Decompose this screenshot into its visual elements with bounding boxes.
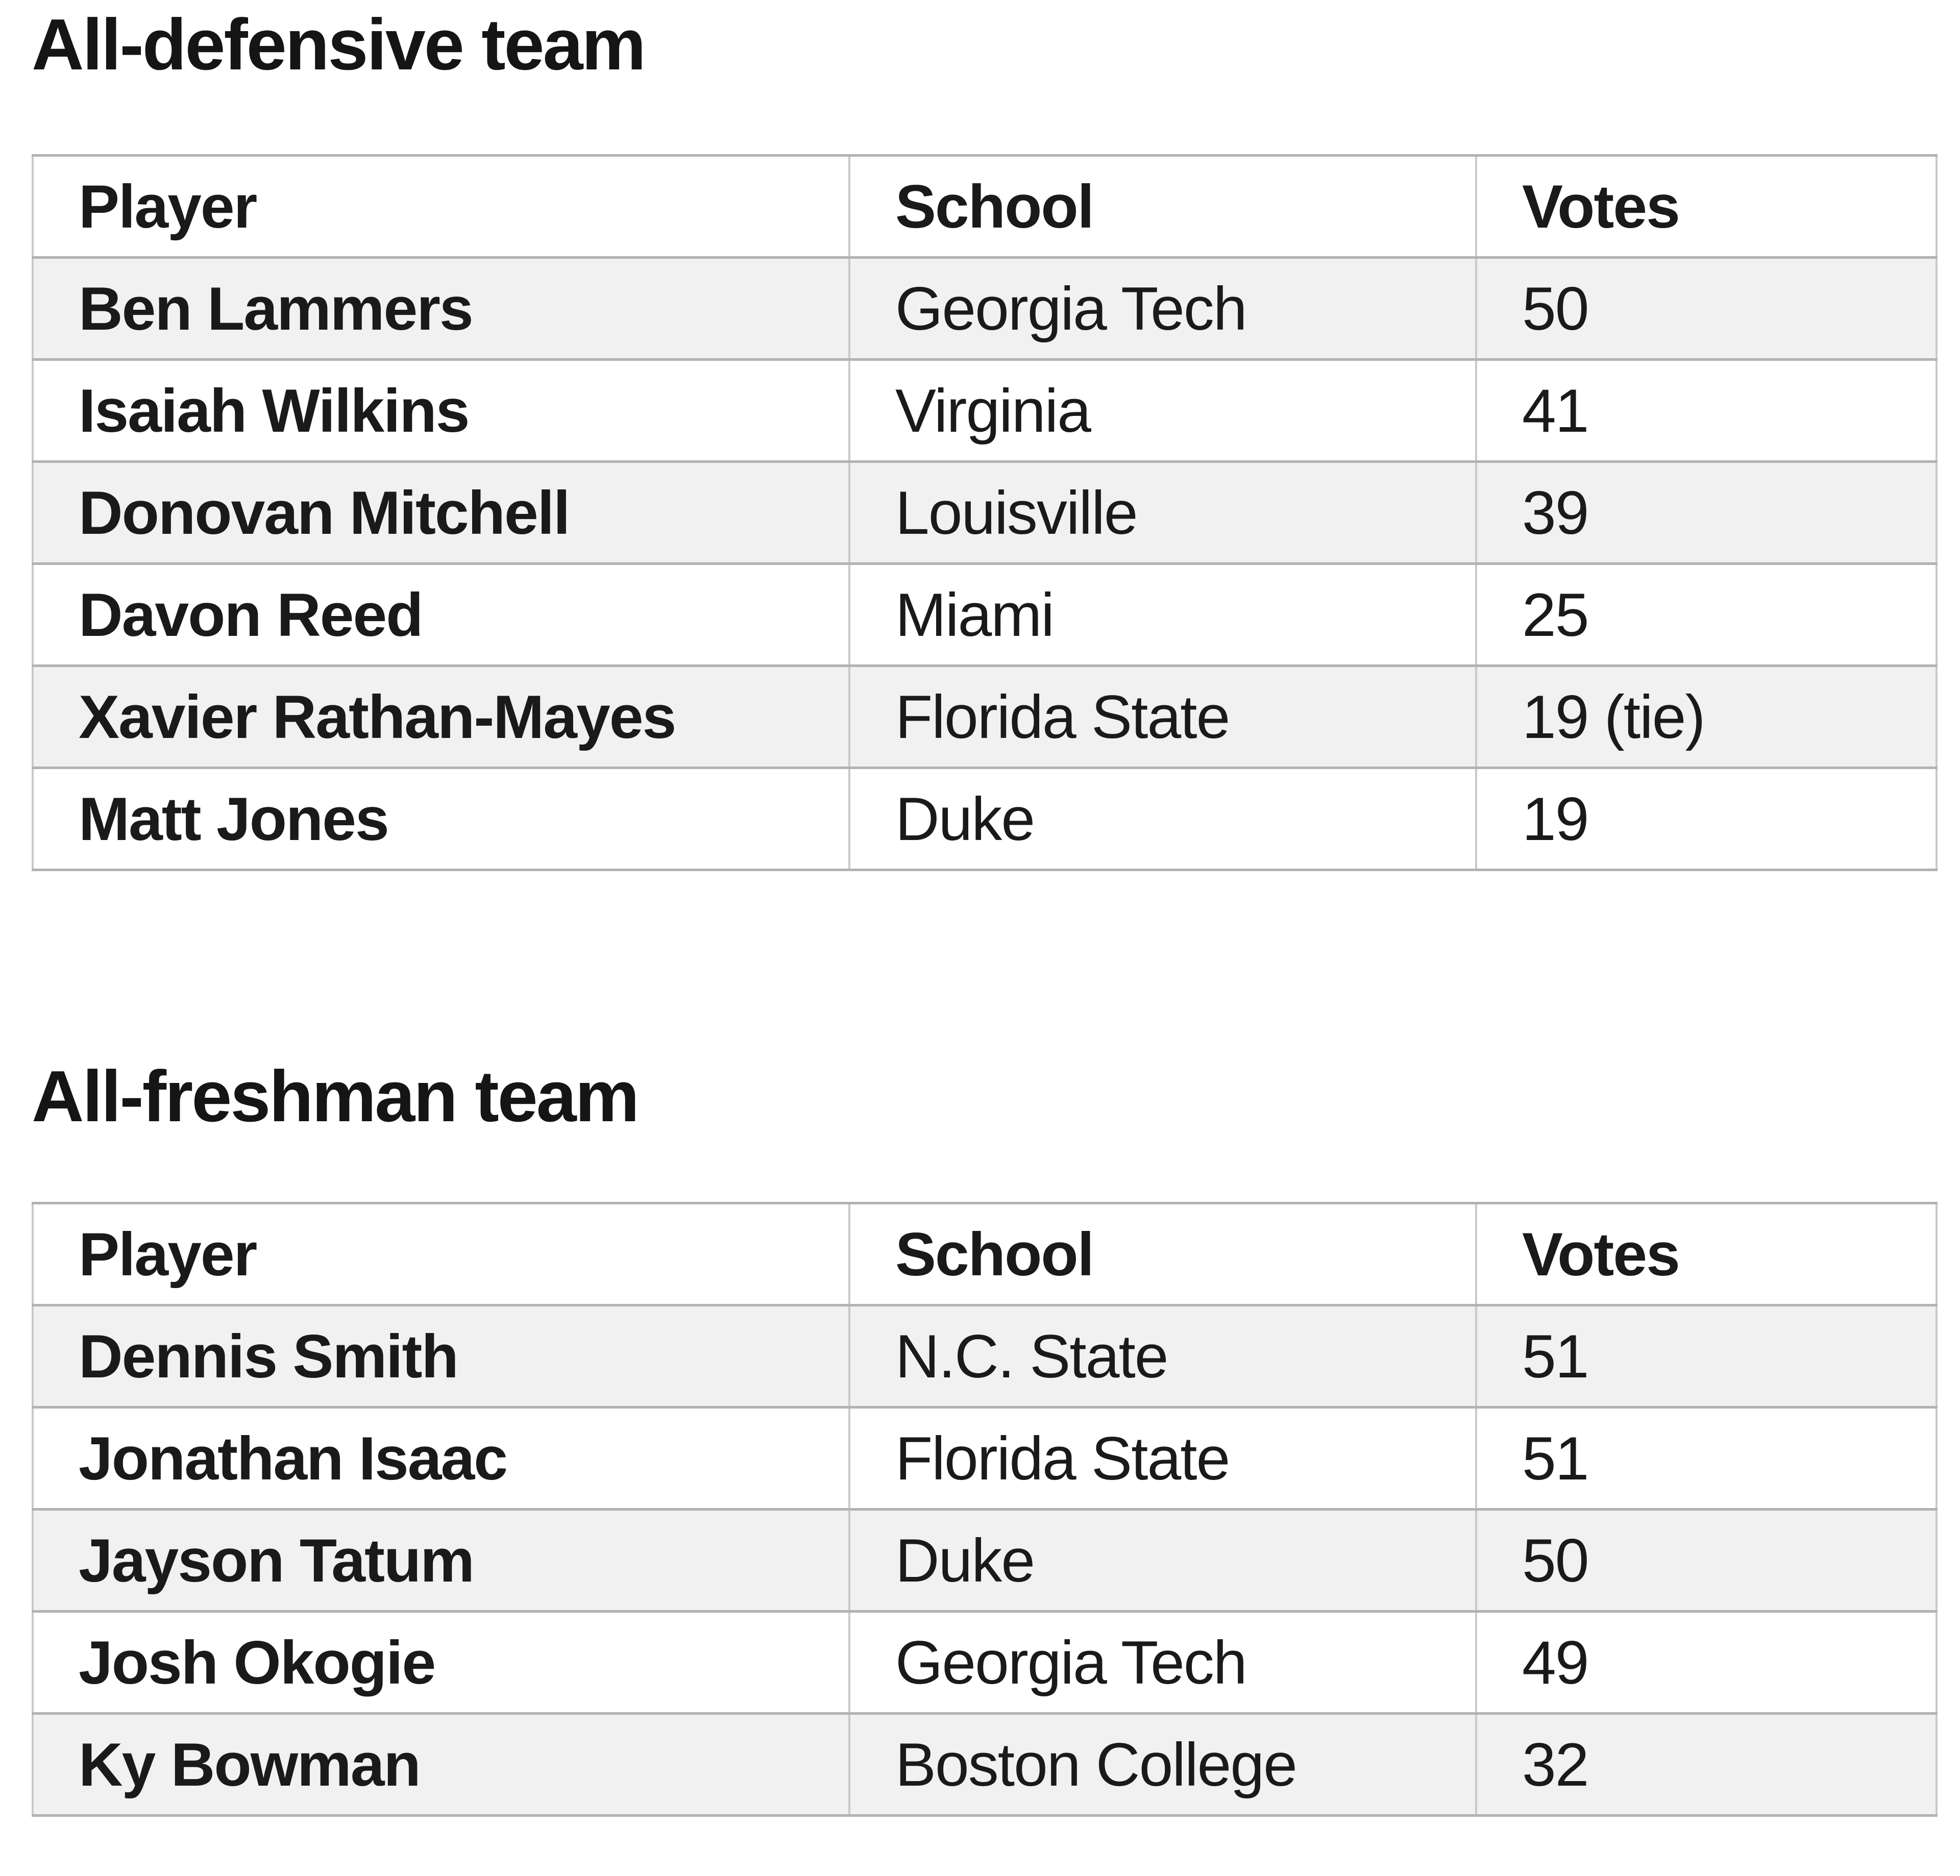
table-row: Matt Jones Duke 19 bbox=[32, 767, 1938, 871]
table-row: Ben Lammers Georgia Tech 50 bbox=[32, 256, 1938, 361]
table-row: Donovan Mitchell Louisville 39 bbox=[32, 460, 1938, 565]
player-cell: Jayson Tatum bbox=[32, 1508, 850, 1613]
player-cell: Davon Reed bbox=[32, 562, 850, 667]
votes-cell: 19 (tie) bbox=[1475, 664, 1938, 769]
school-cell: Duke bbox=[848, 1508, 1477, 1613]
votes-cell: 50 bbox=[1475, 256, 1938, 361]
table-row: Xavier Rathan-Mayes Florida State 19 (ti… bbox=[32, 664, 1938, 769]
school-cell: N.C. State bbox=[848, 1304, 1477, 1409]
table-header-row: Player School Votes bbox=[32, 1202, 1938, 1306]
school-cell: Virginia bbox=[848, 358, 1477, 463]
table-header-row: Player School Votes bbox=[32, 154, 1938, 259]
all-defensive-team-heading: All-defensive team bbox=[32, 4, 646, 85]
votes-cell: 51 bbox=[1475, 1304, 1938, 1409]
column-header-votes: Votes bbox=[1475, 1202, 1938, 1306]
table-row: Davon Reed Miami 25 bbox=[32, 562, 1938, 667]
column-header-school: School bbox=[848, 1202, 1477, 1306]
school-cell: Boston College bbox=[848, 1712, 1477, 1817]
school-cell: Georgia Tech bbox=[848, 1610, 1477, 1715]
votes-cell: 41 bbox=[1475, 358, 1938, 463]
player-cell: Matt Jones bbox=[32, 767, 850, 871]
column-header-school: School bbox=[848, 154, 1477, 259]
table-row: Jayson Tatum Duke 50 bbox=[32, 1508, 1938, 1613]
school-cell: Florida State bbox=[848, 1406, 1477, 1511]
votes-cell: 51 bbox=[1475, 1406, 1938, 1511]
table-row: Dennis Smith N.C. State 51 bbox=[32, 1304, 1938, 1409]
votes-cell: 25 bbox=[1475, 562, 1938, 667]
votes-cell: 19 bbox=[1475, 767, 1938, 871]
all-defensive-team-table: Player School Votes Ben Lammers Georgia … bbox=[32, 154, 1938, 871]
column-header-player: Player bbox=[32, 154, 850, 259]
table-row: Isaiah Wilkins Virginia 41 bbox=[32, 358, 1938, 463]
votes-cell: 32 bbox=[1475, 1712, 1938, 1817]
player-cell: Ky Bowman bbox=[32, 1712, 850, 1817]
player-cell: Dennis Smith bbox=[32, 1304, 850, 1409]
all-freshman-team-heading: All-freshman team bbox=[32, 1056, 640, 1137]
votes-cell: 49 bbox=[1475, 1610, 1938, 1715]
player-cell: Josh Okogie bbox=[32, 1610, 850, 1715]
school-cell: Louisville bbox=[848, 460, 1477, 565]
school-cell: Georgia Tech bbox=[848, 256, 1477, 361]
player-cell: Xavier Rathan-Mayes bbox=[32, 664, 850, 769]
player-cell: Donovan Mitchell bbox=[32, 460, 850, 565]
player-cell: Isaiah Wilkins bbox=[32, 358, 850, 463]
section-all-defensive-team: All-defensive team Player School Votes B… bbox=[32, 3, 1938, 871]
table-row: Josh Okogie Georgia Tech 49 bbox=[32, 1610, 1938, 1715]
votes-cell: 39 bbox=[1475, 460, 1938, 565]
player-cell: Ben Lammers bbox=[32, 256, 850, 361]
all-freshman-team-table: Player School Votes Dennis Smith N.C. St… bbox=[32, 1202, 1938, 1817]
table-row: Jonathan Isaac Florida State 51 bbox=[32, 1406, 1938, 1511]
school-cell: Duke bbox=[848, 767, 1477, 871]
player-cell: Jonathan Isaac bbox=[32, 1406, 850, 1511]
column-header-player: Player bbox=[32, 1202, 850, 1306]
school-cell: Miami bbox=[848, 562, 1477, 667]
school-cell: Florida State bbox=[848, 664, 1477, 769]
section-all-freshman-team: All-freshman team Player School Votes De… bbox=[32, 1055, 1938, 1817]
page-content: All-defensive team Player School Votes B… bbox=[0, 3, 1960, 1817]
table-row: Ky Bowman Boston College 32 bbox=[32, 1712, 1938, 1817]
column-header-votes: Votes bbox=[1475, 154, 1938, 259]
votes-cell: 50 bbox=[1475, 1508, 1938, 1613]
